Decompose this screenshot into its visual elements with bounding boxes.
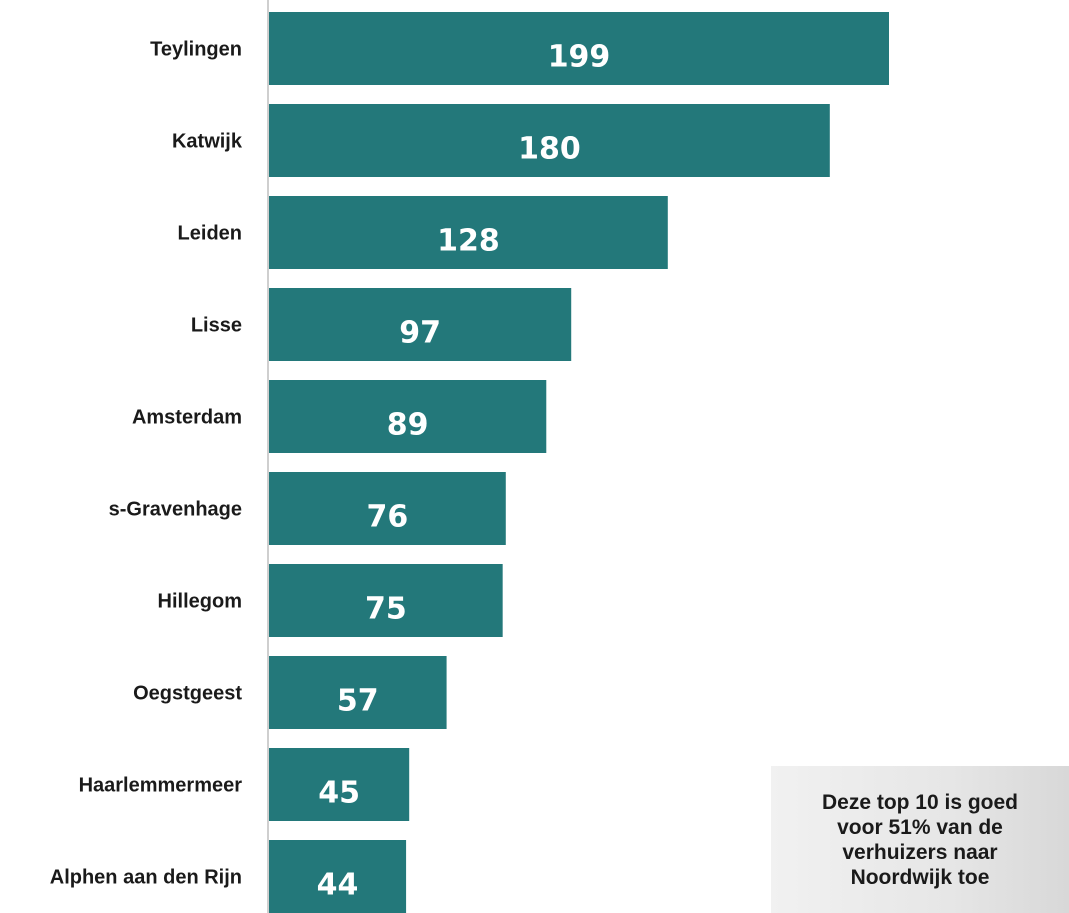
bar: [269, 12, 889, 85]
bar: [269, 840, 407, 913]
bar: [269, 564, 503, 637]
bar: [269, 288, 572, 361]
data-label: 57: [337, 684, 379, 719]
bar: [269, 196, 668, 269]
category-label: Alphen aan den Rijn: [50, 867, 242, 889]
data-label: 89: [387, 408, 429, 443]
bar: [269, 380, 547, 453]
bar: [269, 748, 410, 821]
category-label: Hillegom: [158, 591, 242, 613]
data-label: 97: [399, 316, 441, 351]
note-box: Deze top 10 is goed voor 51% van de verh…: [771, 766, 1069, 913]
bar: [269, 472, 506, 545]
data-label: 44: [317, 868, 359, 903]
data-label: 75: [365, 592, 407, 627]
category-label: Katwijk: [172, 131, 243, 153]
category-label: Amsterdam: [132, 407, 242, 429]
category-label: Leiden: [178, 223, 242, 245]
note-text: Deze top 10 is goed voor 51% van de verh…: [821, 790, 1019, 889]
category-label: Lisse: [191, 315, 242, 337]
category-label: Teylingen: [150, 39, 242, 61]
category-label: Oegstgeest: [133, 683, 242, 705]
bar: [269, 656, 447, 729]
bar: [269, 104, 830, 177]
data-label: 128: [437, 224, 500, 259]
data-label: 76: [367, 500, 409, 535]
data-label: 180: [518, 132, 581, 167]
category-label: Haarlemmermeer: [79, 775, 243, 797]
category-label: s-Gravenhage: [109, 499, 242, 521]
data-label: 45: [318, 776, 360, 811]
data-label: 199: [548, 40, 611, 75]
